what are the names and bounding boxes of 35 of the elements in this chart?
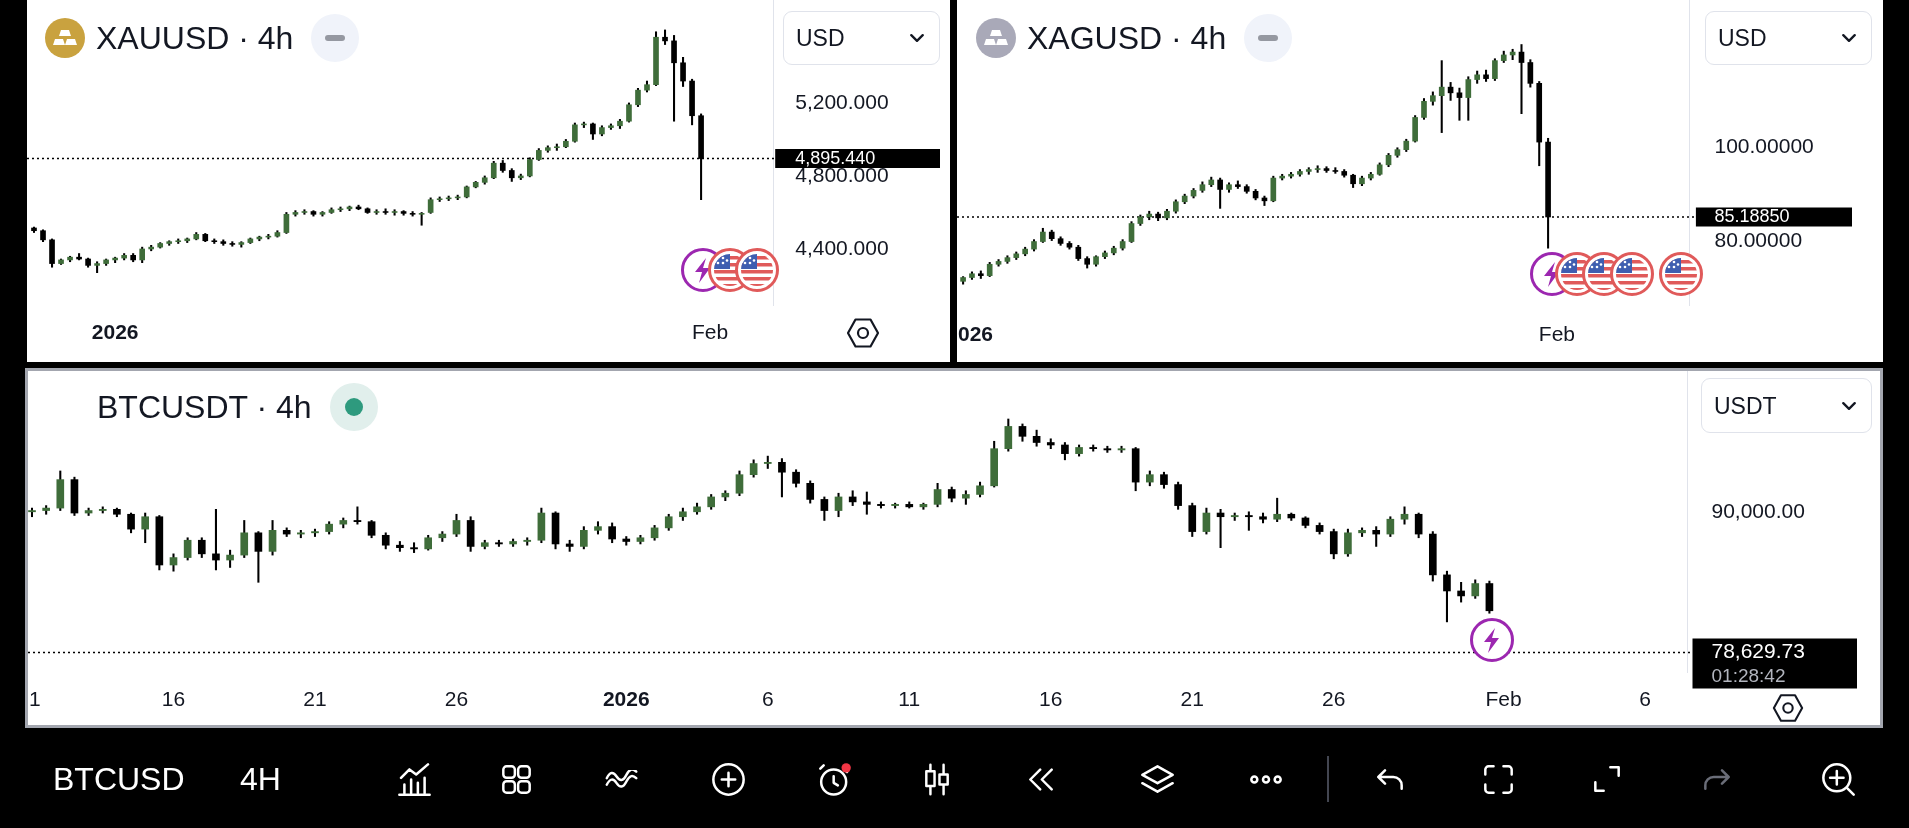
text: USD [1718,24,1767,53]
text: XAGUSD · 4h [1027,19,1227,58]
x-tick-label: Feb [692,319,729,343]
text: USDT [1714,391,1777,421]
y-tick-label: 100.00000 [1714,133,1814,157]
y-tick-label: 80.00000 [1714,228,1803,252]
x-tick-label: 26 [1322,687,1346,711]
x-tick-label: Feb [1538,321,1576,345]
x-tick-label: 1 [29,687,41,711]
x-tick-label: 2026 [91,319,139,343]
y-tick-label: 90,000.00 [1711,498,1805,522]
x-tick-label: 26 [444,687,469,711]
x-tick-label: 16 [161,687,186,711]
text: 4H [240,760,281,799]
y-tick-label: 4,400.000 [795,235,889,259]
text: XAUUSD · 4h [96,19,294,58]
x-tick-label: 2026 [602,687,650,711]
x-tick-label: 21 [1180,687,1204,711]
y-tick-label: 5,200.000 [795,89,889,113]
x-tick-label: Feb [1485,687,1522,711]
text: USD [796,24,845,53]
x-tick-label: 026 [958,321,994,345]
x-tick-label: 21 [303,687,327,711]
x-tick-label: 6 [761,687,774,711]
x-tick-label: 6 [1639,687,1651,711]
y-tick-label: 78,629.73 [1711,639,1805,663]
candlestick [1117,445,1126,453]
ref-line-label: 85.18850 [1714,206,1790,227]
candlestick [1323,166,1330,173]
text: BTCUSDT · 4h [97,388,312,427]
text: 01:28:42 [1711,664,1786,686]
x-tick-label: 11 [898,687,921,711]
x-tick-label: 16 [1039,687,1063,711]
text: BTCUSD [53,760,185,799]
candlestick [1245,511,1253,531]
